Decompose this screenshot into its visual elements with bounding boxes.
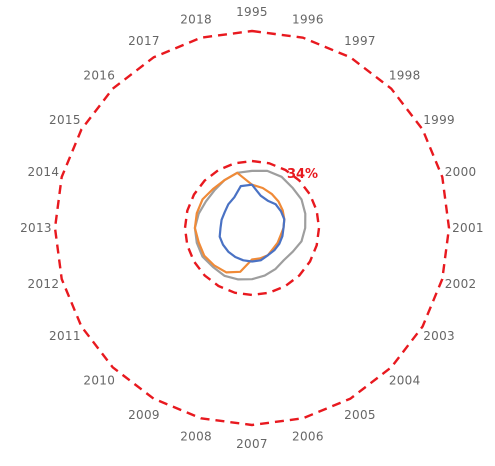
tick-label-2016: 2016 [83,68,115,82]
tick-label-2011: 2011 [49,329,81,343]
tick-label-1999: 1999 [423,113,455,127]
tick-label-2004: 2004 [389,374,421,388]
tick-label-2009: 2009 [128,408,160,422]
tick-label-2018: 2018 [180,12,212,26]
tick-label-2007: 2007 [236,437,268,451]
tick-label-2013: 2013 [20,221,52,235]
tick-label-2010: 2010 [83,374,115,388]
tick-label-1995: 1995 [236,5,268,19]
tick-label-2017: 2017 [128,34,160,48]
series-line-1 [193,171,286,274]
tick-label-1997: 1997 [344,34,376,48]
tick-label-2012: 2012 [28,277,60,291]
tick-label-2001: 2001 [452,221,484,235]
tick-label-2002: 2002 [445,277,477,291]
outer-reference-ring [53,29,451,427]
tick-label-2006: 2006 [292,430,324,444]
tick-label-2005: 2005 [344,408,376,422]
tick-label-2008: 2008 [180,430,212,444]
ring-value-label: 34% [287,167,318,182]
tick-label-2015: 2015 [49,113,81,127]
tick-label-2003: 2003 [423,329,455,343]
series-line-2 [218,183,286,263]
series-line-0 [193,169,307,281]
inner-reference-ring [183,159,321,297]
tick-label-1998: 1998 [389,68,421,82]
tick-label-1996: 1996 [292,12,324,26]
tick-label-2014: 2014 [28,165,60,179]
tick-label-2000: 2000 [445,165,477,179]
